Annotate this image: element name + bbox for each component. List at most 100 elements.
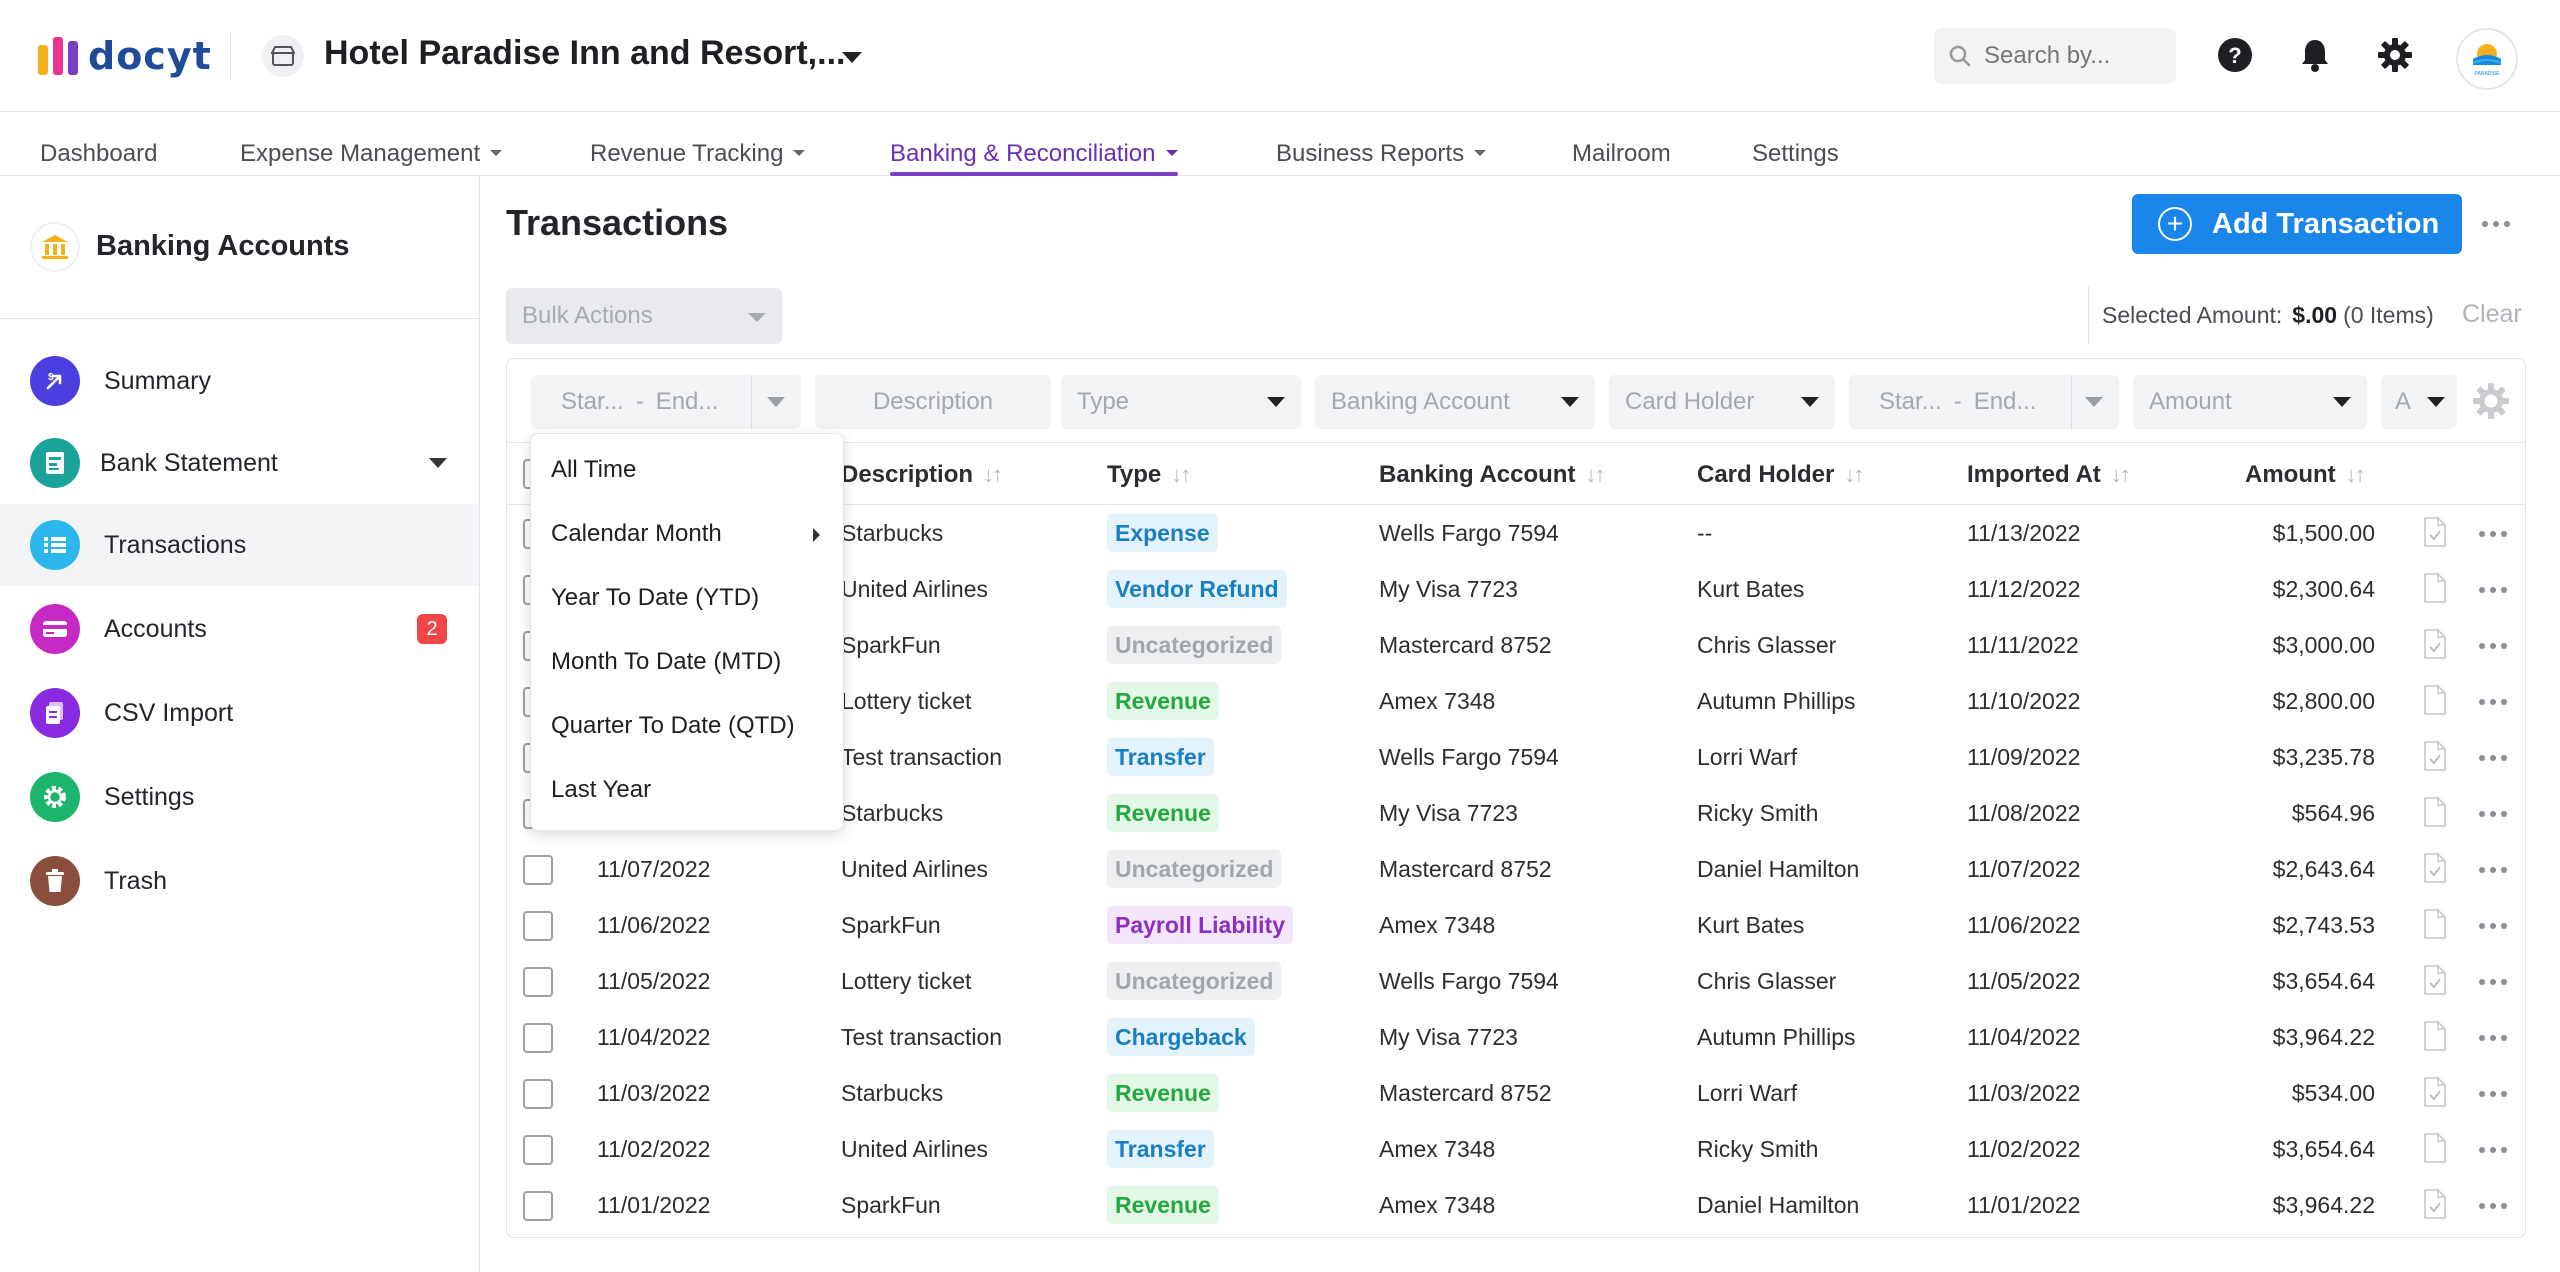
menu-item-calendar-month[interactable]: Calendar Month	[551, 520, 722, 547]
row-actions-icon[interactable]	[2479, 587, 2507, 593]
type-badge[interactable]: Uncategorized	[1107, 962, 1282, 1000]
table-row[interactable]: 11/09/2022 Test transaction Transfer Wells …	[507, 729, 2525, 785]
type-badge[interactable]: Uncategorized	[1107, 626, 1282, 664]
cell-description[interactable]: Starbucks	[841, 1080, 944, 1106]
table-row[interactable]: 11/07/2022 United Airlines Uncategorized Ma…	[507, 841, 2525, 897]
menu-item-all-time[interactable]: All Time	[551, 456, 637, 483]
banking-account-filter[interactable]: Banking Account	[1315, 375, 1595, 429]
table-row[interactable]: 11/06/2022 SparkFun Payroll Liability Amex …	[507, 897, 2525, 953]
row-actions-icon[interactable]	[2479, 699, 2507, 705]
column-header-amount[interactable]: Amount ↓↑	[2245, 461, 2366, 489]
nav-settings[interactable]: Settings	[1752, 126, 1839, 176]
business-avatar[interactable]: PARADISE	[2456, 28, 2518, 90]
cell-description[interactable]: SparkFun	[841, 912, 941, 938]
extra-filter[interactable]: A	[2381, 375, 2457, 429]
menu-item-mtd[interactable]: Month To Date (MTD)	[551, 648, 782, 675]
amount-filter[interactable]: Amount	[2133, 375, 2367, 429]
document-icon[interactable]	[2423, 1021, 2447, 1051]
bulk-actions-select[interactable]: Bulk Actions	[506, 288, 782, 344]
type-filter[interactable]: Type	[1061, 375, 1301, 429]
help-icon[interactable]: ?	[2216, 36, 2254, 74]
cell-description[interactable]: Lottery ticket	[841, 688, 972, 714]
row-actions-icon[interactable]	[2479, 755, 2507, 761]
document-verified-icon[interactable]	[2423, 965, 2447, 995]
add-transaction-button[interactable]: + Add Transaction	[2132, 194, 2462, 254]
sidebar-item-transactions[interactable]: Transactions	[0, 504, 479, 586]
type-badge[interactable]: Revenue	[1107, 682, 1219, 720]
type-badge[interactable]: Revenue	[1107, 1186, 1219, 1224]
type-badge[interactable]: Revenue	[1107, 794, 1219, 832]
sidebar-item-settings[interactable]: Settings	[0, 756, 479, 838]
row-actions-icon[interactable]	[2479, 867, 2507, 873]
table-row[interactable]: 11/04/2022 Test transaction Chargeback My V…	[507, 1009, 2525, 1065]
nav-revenue-tracking[interactable]: Revenue Tracking	[590, 126, 806, 176]
cell-description[interactable]: Starbucks	[841, 520, 944, 546]
row-actions-icon[interactable]	[2479, 1147, 2507, 1153]
document-verified-icon[interactable]	[2423, 741, 2447, 771]
cell-description[interactable]: United Airlines	[841, 576, 989, 602]
cell-description[interactable]: United Airlines	[841, 856, 989, 882]
type-badge[interactable]: Transfer	[1107, 1130, 1214, 1168]
bell-icon[interactable]	[2296, 36, 2334, 74]
table-row[interactable]: 11/02/2022 United Airlines Transfer Amex 73…	[507, 1121, 2525, 1177]
row-actions-icon[interactable]	[2479, 979, 2507, 985]
search-input[interactable]	[1984, 42, 2154, 70]
row-actions-icon[interactable]	[2479, 1091, 2507, 1097]
sidebar-item-summary[interactable]: $ Summary	[0, 340, 479, 422]
document-icon[interactable]	[2423, 797, 2447, 827]
menu-item-ytd[interactable]: Year To Date (YTD)	[551, 584, 760, 611]
document-icon[interactable]	[2423, 909, 2447, 939]
table-row[interactable]: 11/05/2022 Lottery ticket Uncategorized Wel…	[507, 953, 2525, 1009]
row-actions-icon[interactable]	[2479, 1203, 2507, 1209]
page-more-icon[interactable]	[2482, 221, 2510, 227]
row-actions-icon[interactable]	[2479, 531, 2507, 537]
global-search[interactable]	[1934, 28, 2176, 84]
row-actions-icon[interactable]	[2479, 1035, 2507, 1041]
document-icon[interactable]	[2423, 1133, 2447, 1163]
type-badge[interactable]: Chargeback	[1107, 1018, 1255, 1056]
sidebar-item-accounts[interactable]: Accounts 2	[0, 588, 479, 670]
card-holder-filter[interactable]: Card Holder	[1609, 375, 1835, 429]
document-verified-icon[interactable]	[2423, 629, 2447, 659]
table-row[interactable]: 11/01/2022 SparkFun Revenue Amex 7348 Daniel…	[507, 1177, 2525, 1233]
cell-description[interactable]: SparkFun	[841, 632, 941, 658]
type-badge[interactable]: Transfer	[1107, 738, 1214, 776]
document-verified-icon[interactable]	[2423, 1189, 2447, 1219]
row-checkbox[interactable]	[523, 1191, 553, 1221]
cell-description[interactable]: SparkFun	[841, 1192, 941, 1218]
type-badge[interactable]: Uncategorized	[1107, 850, 1282, 888]
row-actions-icon[interactable]	[2479, 811, 2507, 817]
table-row[interactable]: 11/03/2022 Starbucks Revenue Mastercard 875…	[507, 1065, 2525, 1121]
date-range-dropdown-icon[interactable]	[767, 397, 785, 407]
imported-at-filter[interactable]: Star... - End...	[1849, 375, 2119, 429]
nav-expense-management[interactable]: Expense Management	[240, 126, 503, 176]
row-checkbox[interactable]	[523, 1135, 553, 1165]
cell-description[interactable]: Test transaction	[841, 744, 1003, 770]
menu-item-last-year[interactable]: Last Year	[551, 776, 652, 803]
imported-range-dropdown-icon[interactable]	[2085, 397, 2103, 407]
clear-selection-link[interactable]: Clear	[2462, 300, 2522, 328]
type-badge[interactable]: Vendor Refund	[1107, 570, 1287, 608]
date-range-filter[interactable]: Star... - End...	[531, 375, 801, 429]
sidebar-item-bank-statement[interactable]: Bank Statement	[0, 422, 479, 504]
column-header-imported-at[interactable]: Imported At ↓↑	[1967, 461, 2131, 489]
sidebar-item-trash[interactable]: Trash	[0, 840, 479, 922]
column-settings-gear-icon[interactable]	[2471, 381, 2511, 426]
row-checkbox[interactable]	[523, 855, 553, 885]
row-actions-icon[interactable]	[2479, 923, 2507, 929]
nav-business-reports[interactable]: Business Reports	[1276, 126, 1487, 176]
nav-dashboard[interactable]: Dashboard	[40, 126, 157, 176]
document-verified-icon[interactable]	[2423, 517, 2447, 547]
nav-mailroom[interactable]: Mailroom	[1572, 126, 1671, 176]
column-header-description[interactable]: Description ↓↑	[841, 461, 1003, 489]
docyt-logo[interactable]: docyt	[38, 34, 212, 78]
document-verified-icon[interactable]	[2423, 1077, 2447, 1107]
type-badge[interactable]: Expense	[1107, 514, 1218, 552]
cell-description[interactable]: United Airlines	[841, 1136, 989, 1162]
chevron-down-icon[interactable]	[429, 458, 447, 468]
row-checkbox[interactable]	[523, 1079, 553, 1109]
document-icon[interactable]	[2423, 573, 2447, 603]
date-start-input[interactable]: Star...	[561, 388, 624, 415]
row-checkbox[interactable]	[523, 1023, 553, 1053]
table-row[interactable]: 11/10/2022 Lottery ticket Revenue Amex 7348…	[507, 673, 2525, 729]
